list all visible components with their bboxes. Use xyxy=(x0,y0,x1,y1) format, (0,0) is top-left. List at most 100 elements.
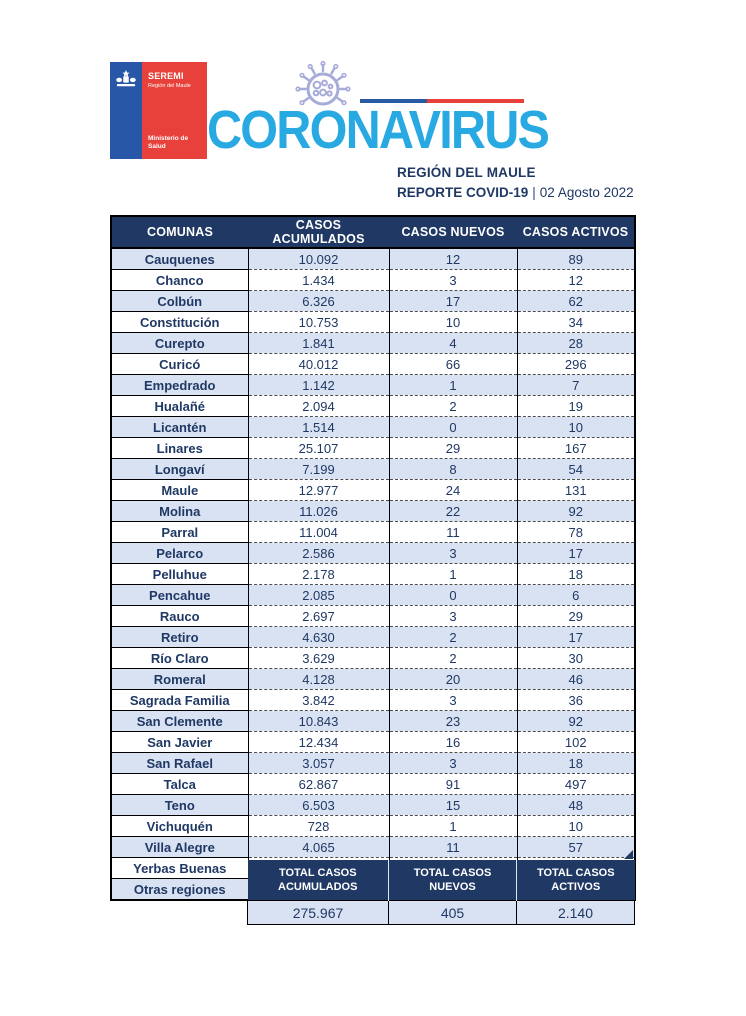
casos-acumulados-cell: 40.012 xyxy=(247,353,389,375)
casos-nuevos-cell: 4 xyxy=(388,332,517,354)
casos-acumulados-cell: 1.514 xyxy=(247,416,389,438)
casos-acumulados-cell: 728 xyxy=(247,815,389,837)
casos-activos-cell: 46 xyxy=(516,668,635,690)
totals-header-acumulados: TOTAL CASOS ACUMULADOS xyxy=(247,860,389,901)
table-row: Parral 11.004 11 78 xyxy=(111,521,635,543)
casos-acumulados-cell: 62.867 xyxy=(247,773,389,795)
table-row: Cauquenes 10.092 12 89 xyxy=(111,248,635,270)
casos-activos-cell: 6 xyxy=(516,584,635,606)
casos-nuevos-cell: 8 xyxy=(388,458,517,480)
casos-acumulados-cell: 2.586 xyxy=(247,542,389,564)
table-row: San Rafael 3.057 3 18 xyxy=(111,752,635,774)
totals-header-activos: TOTAL CASOS ACTIVOS xyxy=(516,860,635,901)
table-row: Curepto 1.841 4 28 xyxy=(111,332,635,354)
comuna-cell: Linares xyxy=(111,437,248,459)
casos-activos-cell: 17 xyxy=(516,542,635,564)
column-header-casos-nuevos: CASOS NUEVOS xyxy=(389,216,517,249)
casos-activos-cell: 19 xyxy=(516,395,635,417)
totals-header-line1: TOTAL CASOS xyxy=(536,867,615,879)
casos-activos-cell: 36 xyxy=(516,689,635,711)
casos-acumulados-cell: 3.842 xyxy=(247,689,389,711)
casos-nuevos-cell: 23 xyxy=(388,710,517,732)
logo-blue-stripe xyxy=(110,62,142,159)
table-row: Molina 11.026 22 92 xyxy=(111,500,635,522)
casos-nuevos-cell: 11 xyxy=(388,836,517,858)
report-title: REPORTE COVID-19 xyxy=(397,185,529,200)
casos-nuevos-cell: 22 xyxy=(388,500,517,522)
comuna-cell: Longaví xyxy=(111,458,248,480)
casos-nuevos-cell: 0 xyxy=(388,416,517,438)
table-header-row: COMUNAS CASOS ACUMULADOS CASOS NUEVOS CA… xyxy=(111,216,635,249)
casos-activos-cell: 57 xyxy=(516,836,635,858)
region-title: REGIÓN DEL MAULE xyxy=(397,165,536,180)
comuna-cell: Retiro xyxy=(111,626,248,648)
table-row: Pencahue 2.085 0 6 xyxy=(111,584,635,606)
casos-activos-cell: 89 xyxy=(516,248,635,270)
report-title-line: REPORTE COVID-19 | 02 Agosto 2022 xyxy=(397,185,634,200)
comuna-cell: Vichuquén xyxy=(111,815,248,837)
casos-activos-cell: 102 xyxy=(516,731,635,753)
table-row: Linares 25.107 29 167 xyxy=(111,437,635,459)
comuna-cell: Romeral xyxy=(111,668,248,690)
casos-nuevos-cell: 3 xyxy=(388,689,517,711)
casos-acumulados-cell: 2.085 xyxy=(247,584,389,606)
table-row: Talca 62.867 91 497 xyxy=(111,773,635,795)
comuna-cell: Rauco xyxy=(111,605,248,627)
totals-values-row: 275.967 405 2.140 xyxy=(247,900,635,925)
comuna-cell: Talca xyxy=(111,773,248,795)
table-row: San Javier 12.434 16 102 xyxy=(111,731,635,753)
comuna-cell: Sagrada Familia xyxy=(111,689,248,711)
casos-activos-cell: 28 xyxy=(516,332,635,354)
casos-activos-cell: 48 xyxy=(516,794,635,816)
comuna-cell: Molina xyxy=(111,500,248,522)
casos-nuevos-cell: 91 xyxy=(388,773,517,795)
casos-acumulados-cell: 1.434 xyxy=(247,269,389,291)
casos-nuevos-cell: 1 xyxy=(388,815,517,837)
comuna-cell: San Javier xyxy=(111,731,248,753)
casos-activos-cell: 18 xyxy=(516,563,635,585)
casos-acumulados-cell: 2.178 xyxy=(247,563,389,585)
casos-activos-cell: 78 xyxy=(516,521,635,543)
casos-acumulados-cell: 11.004 xyxy=(247,521,389,543)
total-nuevos-value: 405 xyxy=(388,900,517,925)
table-row: Sagrada Familia 3.842 3 36 xyxy=(111,689,635,711)
casos-nuevos-cell: 3 xyxy=(388,605,517,627)
totals-header-row: TOTAL CASOS ACUMULADOS TOTAL CASOS NUEVO… xyxy=(247,860,635,901)
casos-activos-cell: 18 xyxy=(516,752,635,774)
casos-nuevos-cell: 1 xyxy=(388,374,517,396)
covid-table: COMUNAS CASOS ACUMULADOS CASOS NUEVOS CA… xyxy=(110,215,636,901)
casos-activos-cell: 10 xyxy=(516,815,635,837)
casos-activos-cell: 10 xyxy=(516,416,635,438)
table-row: Longaví 7.199 8 54 xyxy=(111,458,635,480)
casos-activos-cell: 29 xyxy=(516,605,635,627)
casos-nuevos-cell: 17 xyxy=(388,290,517,312)
comuna-cell: Pelarco xyxy=(111,542,248,564)
casos-activos-cell: 497 xyxy=(516,773,635,795)
casos-nuevos-cell: 24 xyxy=(388,479,517,501)
casos-nuevos-cell: 10 xyxy=(388,311,517,333)
logo-ministry-label: Ministerio de Salud xyxy=(148,135,189,150)
casos-acumulados-cell: 7.199 xyxy=(247,458,389,480)
column-header-casos-activos: CASOS ACTIVOS xyxy=(517,216,635,249)
casos-activos-cell: 131 xyxy=(516,479,635,501)
comuna-cell: Parral xyxy=(111,521,248,543)
coat-of-arms-icon xyxy=(116,69,136,87)
total-activos-value: 2.140 xyxy=(516,900,635,925)
comuna-cell: Curepto xyxy=(111,332,248,354)
table-row: Chanco 1.434 3 12 xyxy=(111,269,635,291)
casos-acumulados-cell: 10.843 xyxy=(247,710,389,732)
comuna-cell: Otras regiones xyxy=(111,878,248,900)
casos-nuevos-cell: 12 xyxy=(388,248,517,270)
table-row: Rauco 2.697 3 29 xyxy=(111,605,635,627)
casos-activos-cell: 7 xyxy=(516,374,635,396)
casos-acumulados-cell: 3.629 xyxy=(247,647,389,669)
casos-nuevos-cell: 3 xyxy=(388,269,517,291)
casos-nuevos-cell: 16 xyxy=(388,731,517,753)
casos-nuevos-cell: 20 xyxy=(388,668,517,690)
casos-acumulados-cell: 6.326 xyxy=(247,290,389,312)
casos-activos-cell: 12 xyxy=(516,269,635,291)
comuna-cell: Licantén xyxy=(111,416,248,438)
comuna-cell: Colbún xyxy=(111,290,248,312)
brand-underline xyxy=(360,99,524,103)
comuna-cell: Maule xyxy=(111,479,248,501)
